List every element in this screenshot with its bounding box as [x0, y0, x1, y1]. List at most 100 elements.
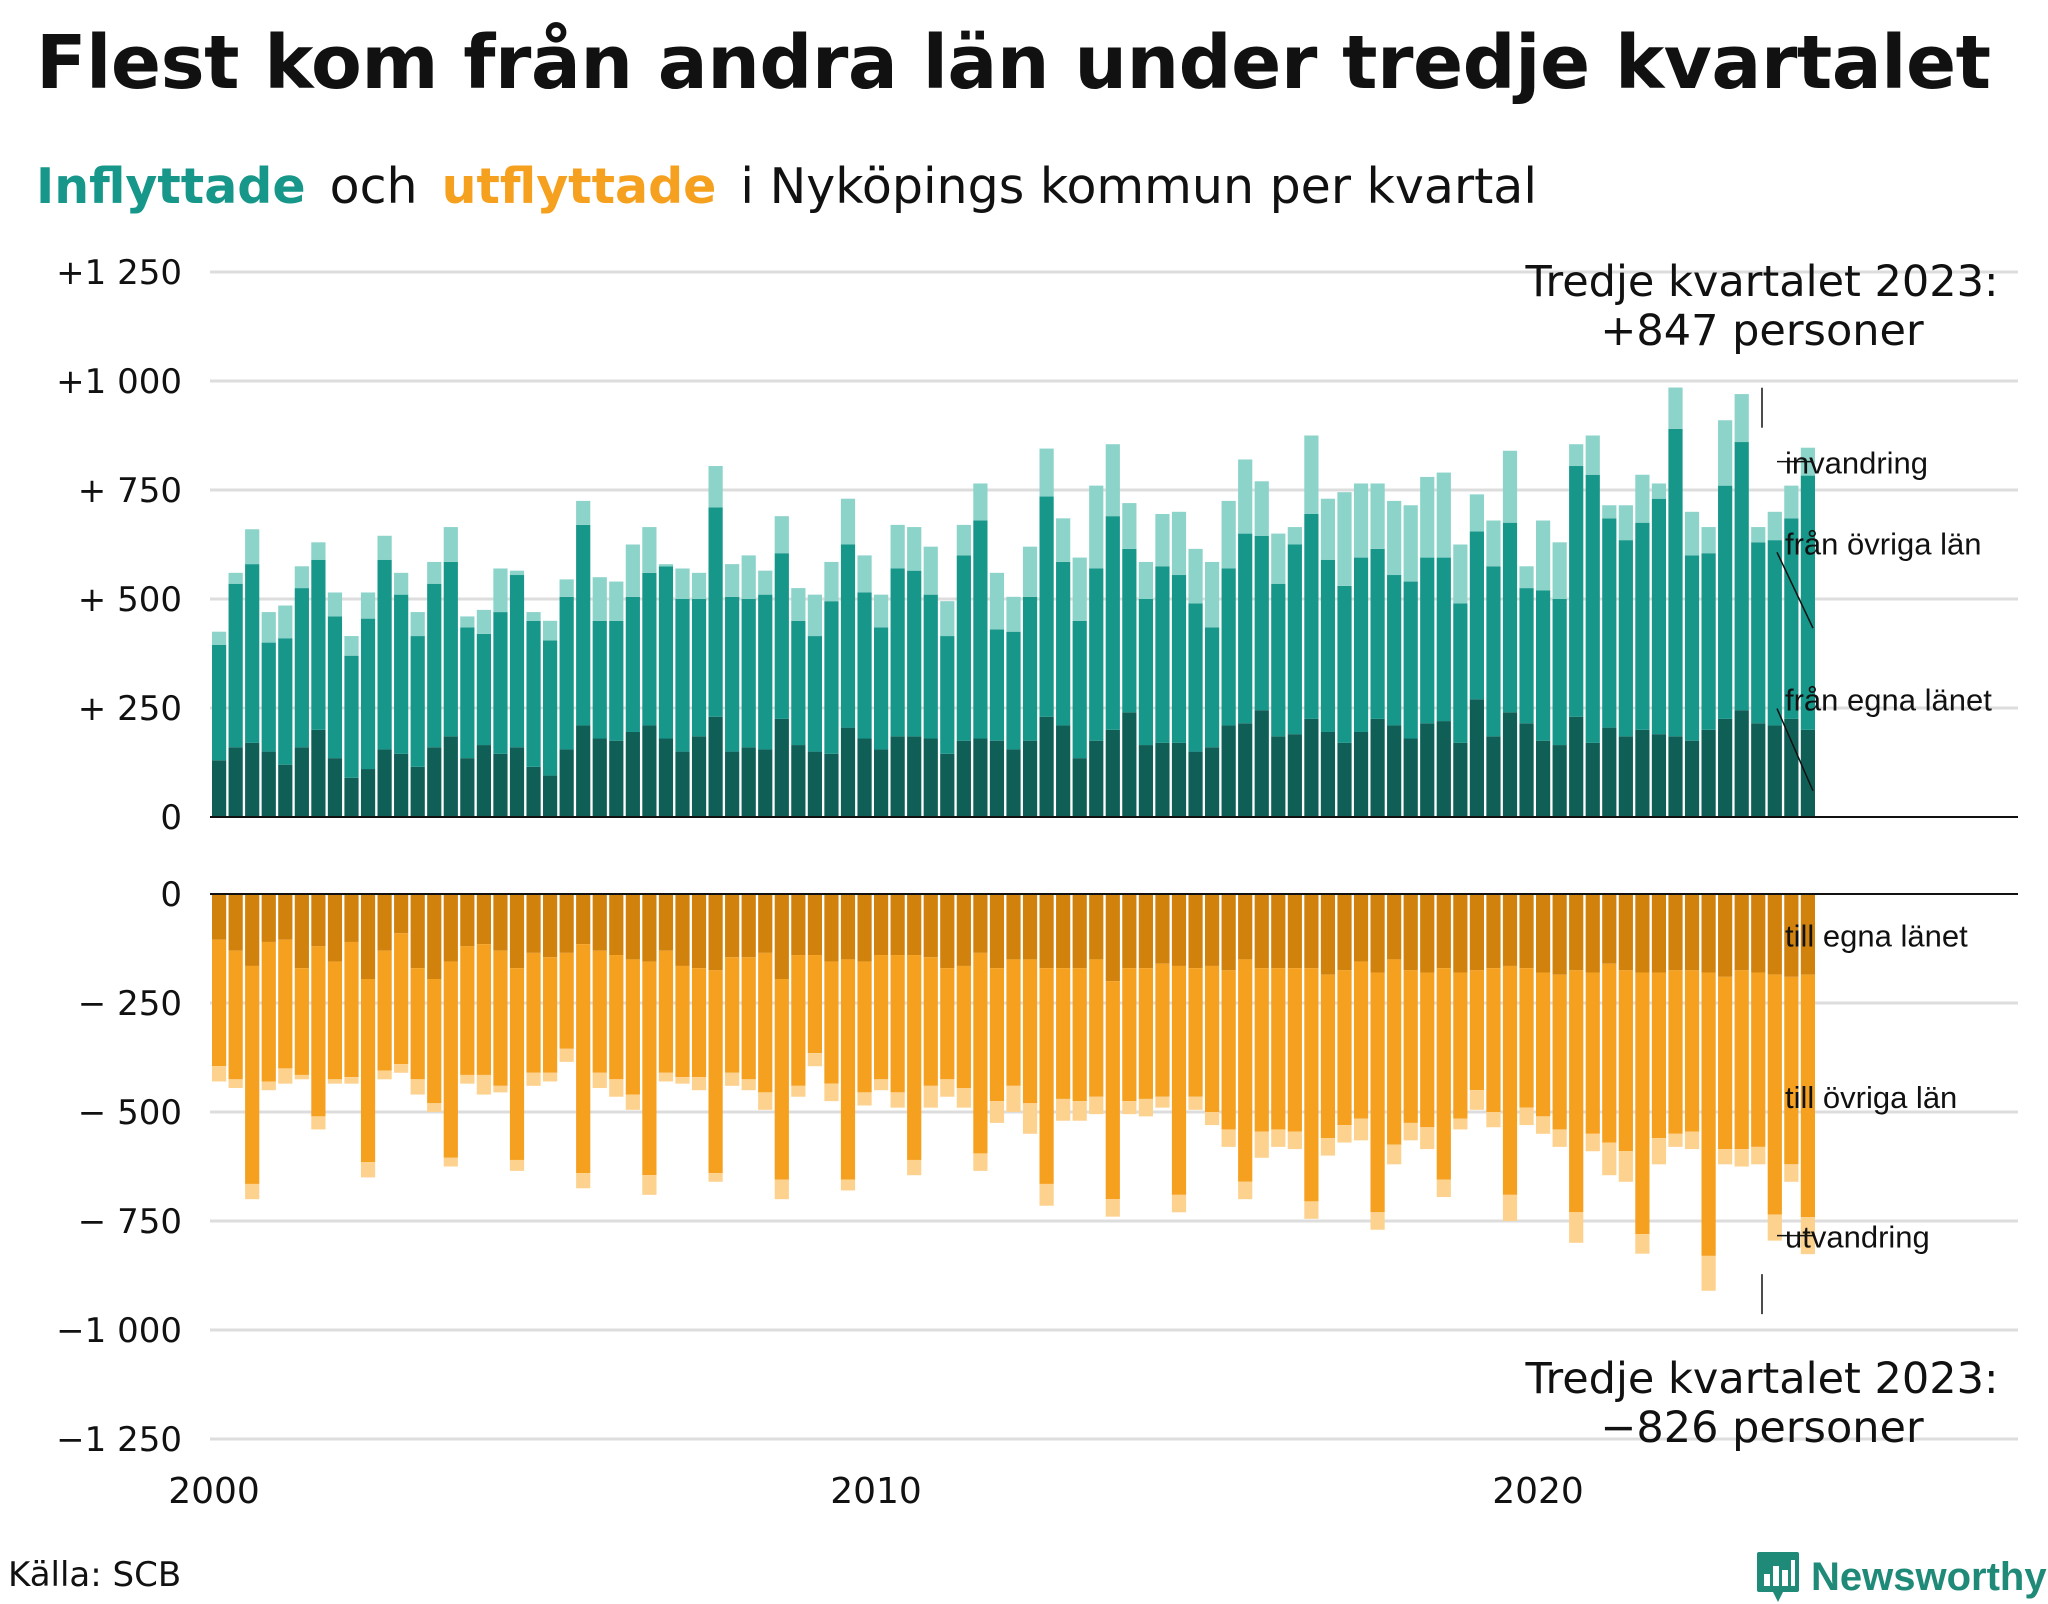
y-tick-label: +1 000	[56, 362, 182, 402]
bar-out-0	[327, 894, 343, 962]
bar-out-1	[509, 968, 525, 1160]
subtitle-och: och	[329, 158, 418, 215]
bar-out-2	[526, 1072, 541, 1086]
bar-in-1	[1353, 557, 1369, 732]
bar-in-1	[1238, 533, 1253, 724]
bar-in-0	[807, 751, 822, 817]
bar-in-0	[1006, 749, 1021, 817]
bar-in-0	[824, 753, 839, 817]
bar-out-1	[1138, 968, 1153, 1099]
bar-out-0	[1651, 894, 1667, 973]
bar-out-2	[1387, 1144, 1402, 1165]
bar-in-2	[1436, 472, 1451, 558]
bar-out-2	[758, 1092, 773, 1110]
bar-out-1	[1718, 976, 1733, 1150]
bar-out-1	[973, 952, 988, 1154]
bar-in-1	[824, 601, 839, 754]
bar-out-0	[824, 894, 839, 962]
bar-out-1	[427, 979, 442, 1104]
subtitle-utflyttade: utflyttade	[441, 158, 717, 215]
bar-out-2	[228, 1079, 243, 1089]
bar-in-1	[1502, 522, 1518, 713]
bar-out-0	[1304, 894, 1319, 969]
bar-out-2	[1287, 1131, 1302, 1150]
bar-out-1	[1486, 968, 1501, 1112]
bar-out-0	[1436, 894, 1451, 969]
bar-in-0	[1155, 742, 1170, 817]
bar-in-2	[1651, 483, 1667, 499]
bar-in-1	[1453, 603, 1468, 743]
bar-in-2	[1519, 566, 1534, 589]
bar-in-0	[1221, 725, 1236, 817]
bar-out-2	[807, 1053, 822, 1067]
bar-in-1	[940, 636, 955, 754]
bar-out-1	[791, 955, 806, 1086]
bar-in-2	[1420, 476, 1435, 558]
bar-in-2	[212, 631, 227, 645]
bar-in-1	[1784, 518, 1799, 719]
x-tick-label: 2010	[830, 1471, 922, 1512]
bar-in-2	[360, 592, 376, 619]
bar-in-2	[1767, 511, 1782, 541]
bar-out-2	[1271, 1129, 1286, 1147]
bar-in-0	[212, 760, 227, 817]
bar-in-0	[1552, 745, 1567, 817]
bar-in-1	[791, 620, 806, 746]
bar-in-0	[261, 751, 276, 817]
bar-out-0	[1800, 894, 1815, 975]
bar-out-1	[1238, 959, 1253, 1182]
bar-out-0	[1056, 894, 1071, 969]
bar-in-0	[1651, 734, 1667, 817]
bar-in-2	[1618, 505, 1633, 541]
bar-in-2	[1502, 450, 1518, 523]
bar-in-1	[1205, 627, 1220, 748]
bar-out-1	[1188, 968, 1203, 1097]
bar-in-2	[840, 498, 856, 545]
bar-in-1	[1618, 540, 1633, 737]
bar-out-2	[609, 1079, 624, 1097]
bar-in-2	[1254, 481, 1269, 536]
bar-out-0	[1536, 894, 1551, 973]
bar-out-0	[344, 894, 359, 942]
bar-in-1	[857, 592, 872, 739]
bar-in-0	[1403, 738, 1418, 817]
bar-in-2	[758, 570, 773, 595]
bar-in-1	[1171, 575, 1187, 743]
bar-in-0	[1353, 731, 1369, 817]
bar-in-0	[1618, 736, 1633, 817]
bar-in-2	[1403, 505, 1418, 582]
bar-in-2	[1370, 483, 1385, 549]
bar-out-2	[1370, 1212, 1385, 1230]
bar-out-0	[1420, 894, 1435, 973]
bar-in-0	[1370, 718, 1385, 817]
bar-out-2	[923, 1085, 938, 1108]
bar-out-0	[576, 894, 591, 945]
bar-in-2	[774, 516, 789, 554]
bar-out-1	[874, 955, 889, 1080]
bar-in-2	[1287, 527, 1302, 545]
bar-in-0	[774, 718, 789, 817]
bar-out-1	[327, 961, 343, 1080]
bar-in-1	[1734, 442, 1749, 711]
bar-out-1	[1552, 974, 1567, 1130]
bar-in-0	[1056, 725, 1071, 817]
bar-in-0	[675, 751, 690, 817]
bar-in-0	[1271, 736, 1286, 817]
bar-in-0	[625, 731, 640, 817]
bar-out-2	[1767, 1214, 1782, 1241]
bar-out-1	[923, 957, 938, 1086]
bar-in-1	[427, 583, 442, 748]
bar-out-2	[725, 1072, 740, 1086]
bar-out-0	[989, 894, 1005, 969]
bar-out-0	[1585, 894, 1600, 973]
bar-out-2	[907, 1159, 922, 1176]
bar-out-1	[1221, 970, 1236, 1130]
bar-in-2	[278, 605, 293, 639]
bar-in-1	[327, 616, 343, 759]
y-tick-label: − 750	[78, 1202, 182, 1242]
bar-out-1	[1122, 968, 1137, 1102]
bar-out-2	[1403, 1122, 1418, 1141]
bar-in-1	[1800, 475, 1815, 730]
bar-out-0	[1767, 894, 1782, 975]
bar-out-0	[493, 894, 508, 951]
